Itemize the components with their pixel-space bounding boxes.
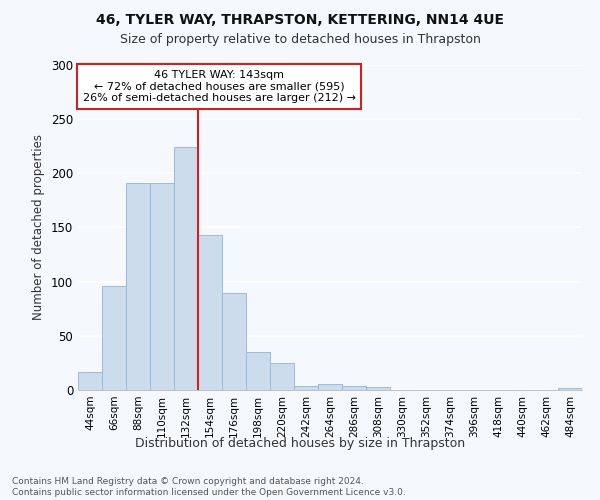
Bar	[78, 372, 102, 390]
Bar	[174, 148, 198, 390]
Bar	[126, 183, 150, 390]
Text: 46 TYLER WAY: 143sqm
← 72% of detached houses are smaller (595)
26% of semi-deta: 46 TYLER WAY: 143sqm ← 72% of detached h…	[83, 70, 356, 103]
Bar	[318, 384, 342, 390]
Bar	[198, 235, 222, 390]
Bar	[102, 286, 126, 390]
Bar	[246, 352, 270, 390]
Text: Distribution of detached houses by size in Thrapston: Distribution of detached houses by size …	[135, 438, 465, 450]
Bar	[270, 363, 294, 390]
Bar	[294, 386, 318, 390]
Bar	[342, 386, 366, 390]
Y-axis label: Number of detached properties: Number of detached properties	[32, 134, 46, 320]
Text: Size of property relative to detached houses in Thrapston: Size of property relative to detached ho…	[119, 32, 481, 46]
Bar	[222, 292, 246, 390]
Bar	[558, 388, 582, 390]
Text: Contains HM Land Registry data © Crown copyright and database right 2024.
Contai: Contains HM Land Registry data © Crown c…	[12, 478, 406, 497]
Text: 46, TYLER WAY, THRAPSTON, KETTERING, NN14 4UE: 46, TYLER WAY, THRAPSTON, KETTERING, NN1…	[96, 12, 504, 26]
Bar	[366, 387, 390, 390]
Bar	[150, 183, 174, 390]
